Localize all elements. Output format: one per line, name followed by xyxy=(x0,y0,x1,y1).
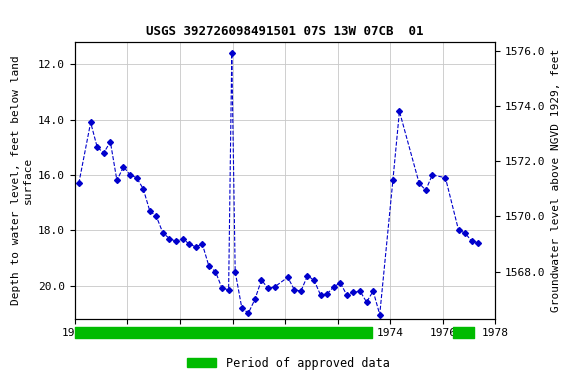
Legend: Period of approved data: Period of approved data xyxy=(182,352,394,374)
Title: USGS 392726098491501 07S 13W 07CB  01: USGS 392726098491501 07S 13W 07CB 01 xyxy=(146,25,424,38)
Y-axis label: Groundwater level above NGVD 1929, feet: Groundwater level above NGVD 1929, feet xyxy=(551,49,561,312)
Y-axis label: Depth to water level, feet below land
surface: Depth to water level, feet below land su… xyxy=(11,56,33,305)
